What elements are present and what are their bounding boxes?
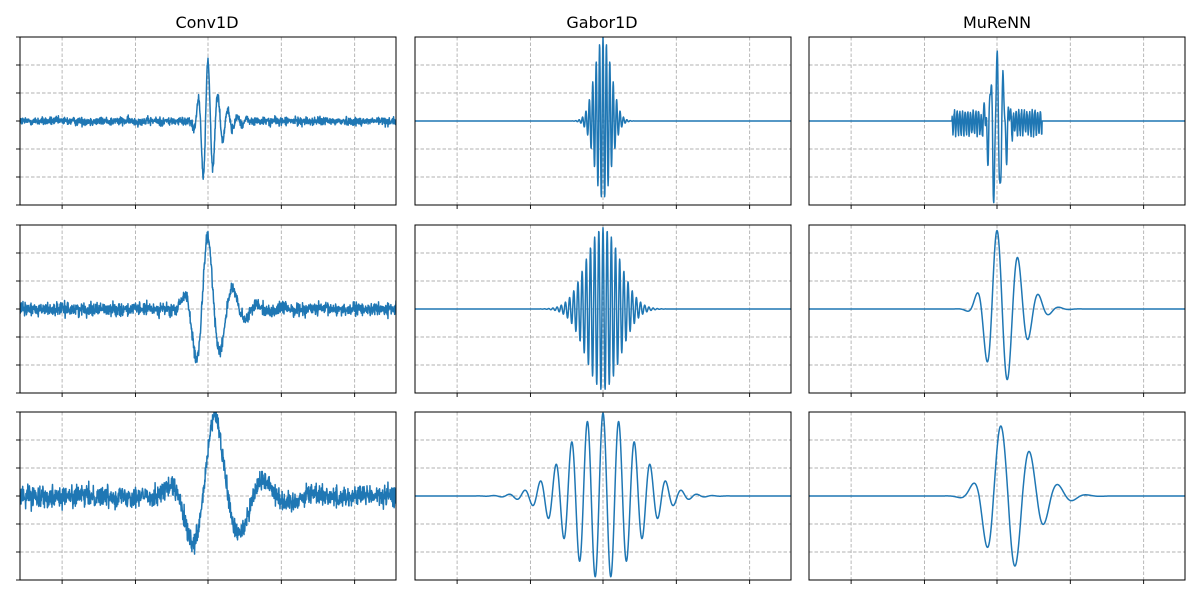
subplot-frame [808,224,1186,394]
subplot-frame [19,36,397,206]
subplot-frame [19,411,397,581]
signal-line-gabor1d-row-3 [415,412,791,578]
column-title-gabor1d: Gabor1D [566,13,637,32]
subplot-gabor1d-row-1 [414,36,792,209]
subplot-frame [808,411,1186,581]
signal-line-conv1d-row-3 [20,412,396,555]
subplot-frame [808,36,1186,206]
subplot-frame [19,224,397,394]
subplot-murenn-row-2 [808,224,1186,397]
signal-line-conv1d-row-2 [20,230,396,364]
subplot-frame [414,224,792,394]
signal-line-conv1d-row-1 [20,57,396,180]
subplot-gabor1d-row-3 [414,411,792,584]
subplot-murenn-row-3 [808,411,1186,584]
subplot-conv1d-row-2 [16,224,397,397]
subplot-gabor1d-row-2 [414,224,792,397]
column-title-murenn: MuReNN [963,13,1031,32]
signal-line-murenn-row-2 [809,229,1185,381]
subplot-murenn-row-1 [808,36,1186,209]
signal-line-gabor1d-row-1 [415,37,791,198]
subplot-conv1d-row-3 [16,411,397,584]
subplot-frame [414,411,792,581]
subplot-grid [16,36,1186,584]
signal-line-murenn-row-3 [809,425,1185,567]
signal-line-murenn-row-1 [809,50,1185,204]
signal-line-gabor1d-row-2 [415,227,791,390]
column-title-conv1d: Conv1D [175,13,238,32]
subplot-frame [414,36,792,206]
subplot-conv1d-row-1 [16,36,397,209]
